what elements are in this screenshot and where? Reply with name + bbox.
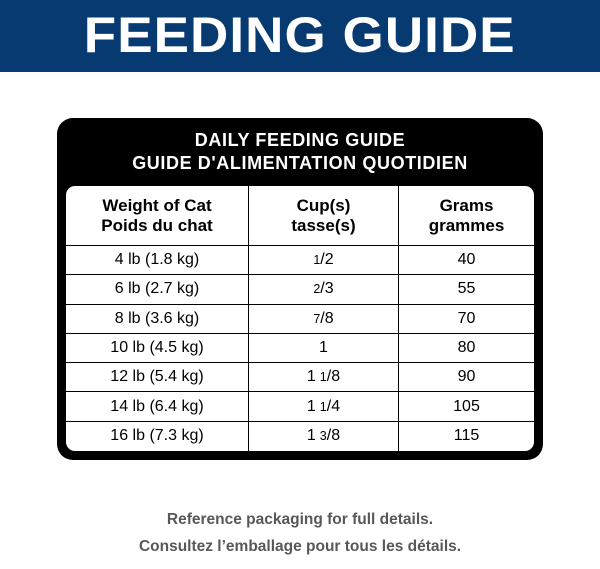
column-header-cups: Cup(s) tasse(s) [249, 186, 399, 245]
table-title-en: DAILY FEEDING GUIDE [194, 130, 406, 150]
cups-slash: / [326, 368, 332, 386]
cups-slash: / [326, 397, 332, 415]
table-row: 12 lb (5.4 kg) 1 1/8 90 [66, 363, 534, 393]
cell-grams: 90 [457, 368, 476, 386]
cell-cups: 1/2 [249, 246, 399, 275]
cups-whole: 1 [306, 368, 316, 386]
cups-whole: 1 [319, 339, 328, 357]
cell-cups: 1 3/8 [249, 421, 399, 451]
table-row: 14 lb (6.4 kg) 1 1/4 105 [66, 392, 534, 422]
cell-weight: 6 lb (2.7 kg) [66, 275, 249, 304]
cell-cups: 2/3 [249, 275, 399, 304]
cell-cups: 1 1/4 [249, 392, 399, 421]
column-header-grams: Grams grammes [399, 186, 534, 245]
cups-slash: / [326, 427, 332, 445]
footer-note-en: Reference packaging for full details. [166, 511, 434, 528]
column-header-weight: Weight of Cat Poids du chat [66, 186, 249, 245]
table-row: 6 lb (2.7 kg) 2/3 55 [66, 275, 534, 305]
daily-feeding-guide-table: DAILY FEEDING GUIDE GUIDE D'ALIMENTATION… [57, 118, 543, 460]
cell-cups: 1 1/8 [249, 363, 399, 392]
cups-denominator: 8 [331, 368, 341, 386]
table-header-row: Weight of Cat Poids du chat Cup(s) tasse… [66, 186, 534, 246]
feeding-guide-banner: FEEDING GUIDE [0, 0, 600, 72]
cell-grams: 70 [457, 309, 476, 327]
cell-weight: 8 lb (3.6 kg) [66, 304, 249, 333]
cups-whole: 1 [306, 427, 316, 445]
column-header-grams-fr: grammes [428, 215, 505, 235]
cell-weight: 14 lb (6.4 kg) [66, 392, 249, 421]
column-header-cups-en: Cup(s) [296, 195, 351, 215]
cell-grams: 105 [453, 397, 480, 415]
cell-weight: 4 lb (1.8 kg) [66, 246, 249, 275]
column-header-weight-fr: Poids du chat [101, 215, 213, 235]
footer-note-fr: Consultez l’emballage pour tous les déta… [138, 538, 462, 555]
cell-weight: 12 lb (5.4 kg) [66, 363, 249, 392]
cell-cups: 7/8 [249, 304, 399, 333]
table-row: 4 lb (1.8 kg) 1/2 40 [66, 246, 534, 276]
cups-denominator: 3 [324, 280, 334, 298]
cups-denominator: 8 [324, 309, 334, 327]
column-header-weight-en: Weight of Cat [102, 195, 212, 215]
cups-whole: 1 [306, 397, 316, 415]
cell-grams: 115 [453, 427, 480, 445]
cups-denominator: 2 [324, 251, 334, 269]
table-row: 8 lb (3.6 kg) 7/8 70 [66, 304, 534, 334]
cups-denominator: 8 [331, 427, 341, 445]
cups-slash: / [320, 251, 325, 269]
footer-note: Reference packaging for full details. Co… [0, 506, 600, 560]
cell-grams: 55 [457, 280, 476, 298]
column-header-cups-fr: tasse(s) [291, 215, 356, 235]
column-header-grams-en: Grams [439, 195, 494, 215]
cell-weight: 10 lb (4.5 kg) [66, 333, 249, 363]
cups-slash: / [320, 280, 325, 298]
cell-grams: 80 [457, 339, 476, 357]
cell-weight: 16 lb (7.3 kg) [66, 421, 249, 451]
table-row: 10 lb (4.5 kg) 1 80 [66, 333, 534, 364]
cups-slash: / [320, 309, 325, 327]
table-title-fr: GUIDE D'ALIMENTATION QUOTIDIEN [132, 153, 468, 173]
cups-denominator: 4 [331, 397, 341, 415]
feeding-table-grid: Weight of Cat Poids du chat Cup(s) tasse… [66, 186, 534, 451]
cell-grams: 40 [457, 251, 476, 269]
table-title-block: DAILY FEEDING GUIDE GUIDE D'ALIMENTATION… [57, 118, 543, 186]
table-row: 16 lb (7.3 kg) 1 3/8 115 [66, 421, 534, 451]
cell-cups: 1 [249, 333, 399, 363]
page-title: FEEDING GUIDE [84, 7, 516, 63]
